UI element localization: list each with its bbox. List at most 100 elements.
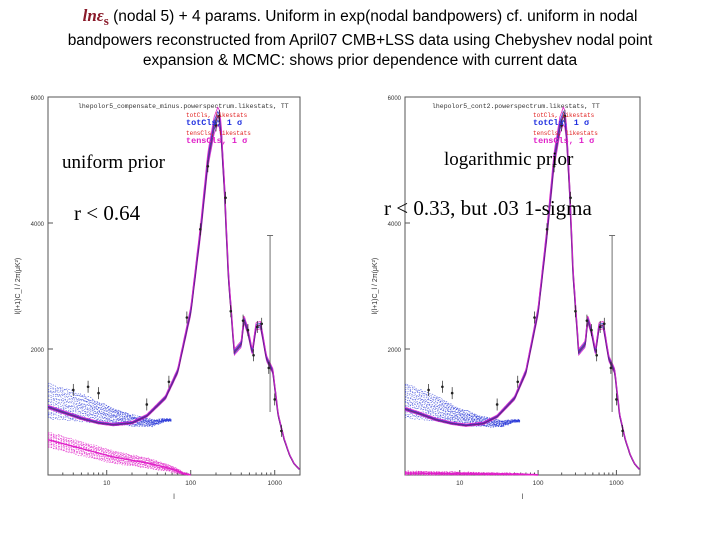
x-tick-label: 1000	[267, 480, 282, 487]
tens-sigma-band-line	[47, 446, 191, 476]
tot-sigma-band-line	[404, 396, 521, 424]
legend-entry: tensCls, likestats	[186, 130, 251, 137]
data-point	[495, 403, 499, 406]
data-point	[206, 165, 210, 168]
tot-sigma-band-line	[47, 400, 172, 424]
data-point	[229, 309, 233, 313]
legend-entry: totCls, likestats	[186, 112, 248, 119]
tens-sigma-band-line	[404, 473, 538, 476]
legend-entry: tensCls, likestats	[533, 130, 598, 137]
tot-sigma-band-line	[47, 382, 172, 422]
tot-sigma-band-line	[404, 390, 521, 424]
data-point	[450, 391, 454, 395]
legend-entry: totCls, 1 σ	[533, 118, 590, 128]
title-subscript: s	[103, 13, 109, 29]
tens-sigma-band-line	[47, 438, 191, 476]
data-point	[533, 316, 536, 319]
x-tick-label: 1000	[609, 480, 624, 487]
tot-sigma-band-line	[47, 413, 172, 427]
data-point	[545, 228, 549, 231]
legend-entry: tensCls, 1 σ	[186, 136, 248, 146]
tens-sigma-band-line	[47, 445, 191, 476]
y-tick-label: 2000	[31, 348, 45, 354]
data-point	[516, 380, 520, 384]
data-point	[595, 354, 598, 357]
data-point	[224, 196, 227, 200]
tens-sigma-band-line	[404, 470, 538, 476]
title-symbol: lnε	[82, 6, 104, 25]
data-point	[609, 366, 613, 370]
data-point	[560, 124, 563, 127]
chart-header: lhepolor5_cont2.powerspectrum.likestats,…	[432, 103, 600, 110]
tot-sigma-band-line	[47, 390, 172, 423]
tens-sigma-band-line	[47, 443, 191, 476]
data-point	[241, 319, 245, 322]
y-axis-label: l(l+1)C_l / 2π(μK²)	[372, 258, 379, 315]
data-point	[563, 114, 567, 118]
y-tick-label: 6000	[31, 96, 45, 102]
tens-sigma-band-line	[47, 443, 191, 475]
y-tick-label: 6000	[388, 96, 402, 102]
tot-sigma-band-line	[404, 396, 521, 425]
data-point	[214, 124, 218, 127]
tot-sigma-band-line	[47, 394, 172, 423]
data-point	[246, 328, 250, 332]
tens-sigma-band-line	[47, 436, 191, 476]
plot-frame	[47, 96, 301, 476]
y-tick-label: 4000	[388, 222, 402, 228]
data-point	[252, 354, 255, 357]
tot-sigma-band-line	[404, 398, 521, 425]
title-line-2: bandpowers reconstructed from April07 CM…	[67, 32, 653, 50]
tot-sigma-band-line	[48, 400, 172, 424]
tens-sigma-band-line	[47, 441, 191, 475]
tot-sigma-band-line	[404, 388, 521, 422]
chart-panel-1: lhepolor5_compensate_minus.powerspectrum…	[15, 96, 301, 501]
x-axis-label: l	[173, 494, 175, 501]
data-point	[71, 388, 75, 392]
tens-sigma-band-line	[405, 470, 538, 476]
legend-entry: tensCls, 1 σ	[533, 136, 595, 146]
data-point	[185, 316, 189, 319]
data-point	[260, 322, 264, 326]
data-point	[167, 380, 171, 384]
data-point	[145, 403, 149, 406]
data-point	[598, 325, 602, 329]
legend-entry: totCls, likestats	[533, 112, 595, 119]
data-point	[255, 325, 259, 329]
data-point	[427, 388, 430, 392]
tot-sigma-band-line	[404, 393, 521, 424]
tot-sigma-band-line	[404, 400, 521, 426]
tot-sigma-band-line	[47, 405, 172, 424]
tot-sigma-band-line	[404, 391, 521, 424]
prior-annotation: logarithmic prior	[444, 149, 574, 170]
data-point	[590, 328, 593, 332]
tot-sigma-band-line	[47, 415, 172, 427]
tens-cls-line	[404, 472, 539, 476]
data-point	[569, 196, 572, 200]
x-tick-label: 100	[533, 480, 544, 487]
tens-sigma-band-line	[404, 473, 538, 476]
x-tick-label: 10	[103, 480, 111, 487]
title-line-1-rest: (nodal 5) + 4 params. Uniform in exp(nod…	[108, 8, 638, 25]
tot-sigma-band-line	[404, 406, 521, 427]
y-tick-label: 4000	[31, 222, 45, 228]
data-point	[441, 385, 444, 389]
legend-entry: totCls, 1 σ	[186, 118, 243, 128]
data-point	[273, 398, 277, 401]
tens-sigma-band-line	[47, 436, 191, 476]
tot-sigma-band-line	[404, 384, 521, 423]
data-point	[280, 429, 283, 433]
tot-sigma-band-line	[47, 388, 172, 422]
data-point	[552, 165, 556, 168]
tens-sigma-band-line	[47, 433, 191, 476]
title-line-3: expansion & MCMC: shows prior dependence…	[142, 52, 578, 70]
data-point	[218, 114, 221, 118]
tot-sigma-band-line	[404, 410, 521, 428]
tot-sigma-band-line	[47, 385, 172, 422]
tot-sigma-band-line	[47, 395, 172, 424]
x-tick-label: 10	[456, 480, 464, 487]
tot-sigma-band-line	[404, 383, 521, 422]
tot-sigma-band-line	[47, 384, 172, 422]
tens-sigma-band-line	[47, 446, 191, 476]
